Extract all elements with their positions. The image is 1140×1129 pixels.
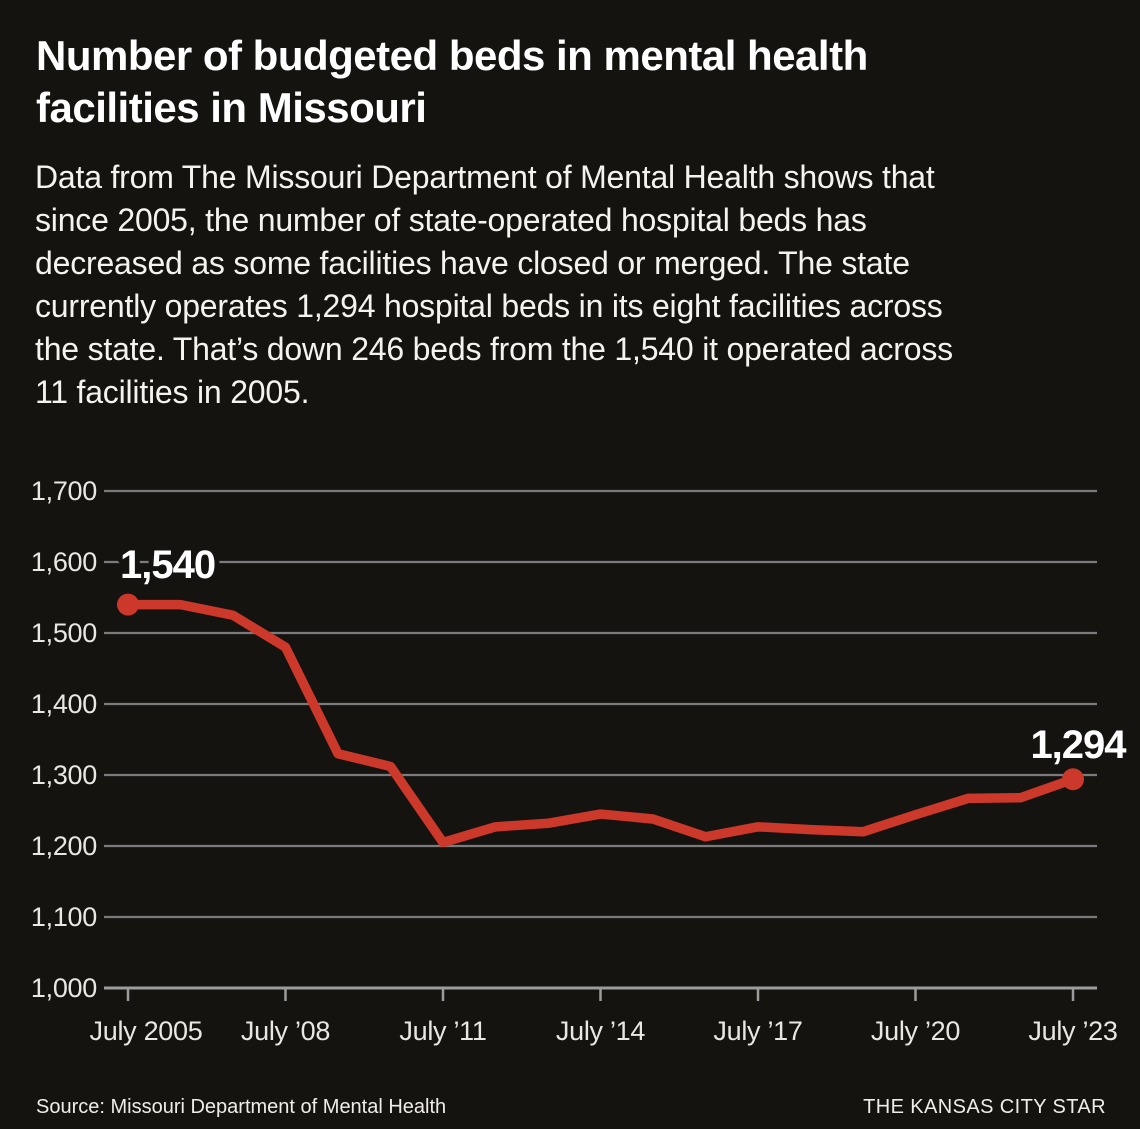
page-title: Number of budgeted beds in mental health… — [36, 30, 868, 134]
description-line-5: the state. That’s down 246 beds from the… — [35, 331, 953, 367]
title-line-2: facilities in Missouri — [36, 84, 427, 131]
beds-line-series — [123, 599, 1078, 848]
description-line-3: decreased as some facilities have closed… — [35, 245, 910, 281]
data-labels: 1,540 1,294 — [115, 538, 1133, 772]
y-tick-label-1500: 1,500 — [31, 618, 97, 648]
y-tick-label-1000: 1,000 — [31, 973, 97, 1003]
gridlines — [104, 489, 1097, 990]
brand-kansas-city-star: THE KANSAS CITY STAR — [863, 1096, 1106, 1118]
y-tick-label-1200: 1,200 — [31, 831, 97, 861]
y-tick-label-1700: 1,700 — [31, 476, 97, 506]
description-line-2: since 2005, the number of state-operated… — [35, 202, 867, 238]
first-point-marker — [117, 593, 139, 616]
x-tick-label-2017: July ’17 — [713, 1016, 802, 1046]
x-tick-label-2020: July ’20 — [871, 1016, 960, 1046]
x-tick-label-2011: July ’11 — [399, 1016, 486, 1046]
x-tick-label-2005: July 2005 — [90, 1016, 203, 1046]
description-line-4: currently operates 1,294 hospital beds i… — [35, 288, 943, 324]
first-point-label: 1,540 — [120, 543, 215, 587]
description-line-1: Data from The Missouri Department of Men… — [35, 159, 935, 195]
description-line-6: 11 facilities in 2005. — [35, 374, 310, 410]
x-tick-label-2008: July ’08 — [241, 1016, 330, 1046]
x-tick-label-2023: July ’23 — [1028, 1016, 1117, 1046]
y-tick-label-1600: 1,600 — [31, 547, 97, 577]
last-point-marker — [1062, 768, 1084, 791]
y-tick-label-1100: 1,100 — [31, 902, 97, 932]
point-markers — [117, 593, 1084, 791]
last-point-label: 1,294 — [1030, 723, 1127, 767]
y-axis-labels: 1,000 1,100 1,200 1,300 1,400 1,500 1,600 1,700 — [31, 476, 97, 1003]
y-tick-label-1300: 1,300 — [31, 760, 97, 790]
x-tick-label-2014: July ’14 — [556, 1016, 645, 1046]
title-line-1: Number of budgeted beds in mental health — [36, 32, 868, 79]
y-tick-label-1400: 1,400 — [31, 689, 97, 719]
x-axis-ticks — [126, 988, 1075, 1001]
source-note: Source: Missouri Department of Mental He… — [36, 1096, 447, 1118]
x-axis-labels: July 2005 July ’08 July ’11 July ’14 July ’1… — [90, 1016, 1118, 1046]
chart-description: Data from The Missouri Department of Men… — [35, 156, 953, 414]
